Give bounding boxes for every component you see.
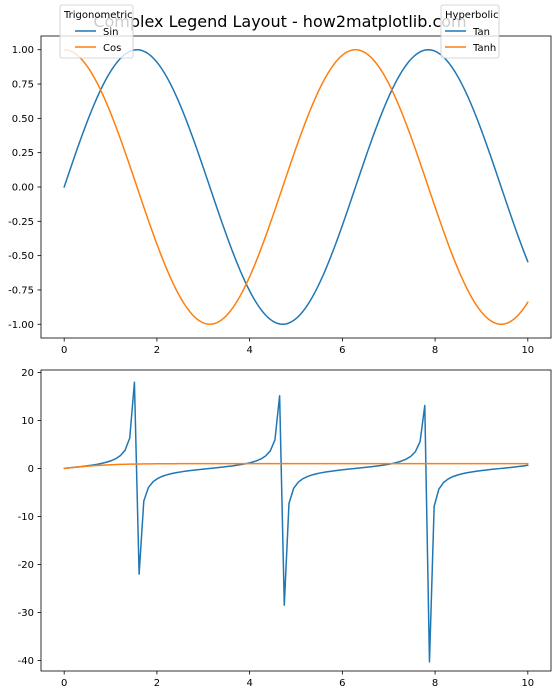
y-tick-label: -10 — [18, 512, 34, 523]
series-line-sin — [63, 48, 529, 326]
x-tick-label: 10 — [521, 678, 534, 689]
y-tick-label: 0.00 — [12, 183, 34, 194]
y-tick-label: 0.25 — [12, 148, 34, 159]
bottom-plot-area — [63, 381, 529, 663]
y-tick-label: 1.00 — [12, 45, 34, 56]
top-x-axis: 0 2 4 6 8 10 — [61, 338, 534, 356]
legend-hyperbolic: Hyperbolic Tan Tanh — [440, 4, 500, 59]
y-tick-label: -40 — [18, 656, 34, 667]
y-tick-label: -0.75 — [8, 285, 34, 296]
y-tick-label: -30 — [18, 608, 34, 619]
series-line-cos — [63, 48, 529, 326]
y-tick-label: 20 — [21, 368, 34, 379]
legend-hyperbolic-title: Hyperbolic — [445, 10, 499, 21]
bottom-y-axis: 20 10 0 -10 -20 -30 -40 — [18, 368, 41, 667]
bottom-x-axis: 0 2 4 6 8 10 — [61, 671, 534, 689]
x-tick-label: 4 — [246, 678, 252, 689]
chart-title: Complex Legend Layout - how2matplotlib.c… — [93, 12, 466, 31]
x-tick-label: 2 — [154, 678, 160, 689]
legend-trigonometric-frame — [59, 4, 134, 59]
legend-sin-label: Sin — [103, 27, 118, 38]
x-tick-label: 0 — [61, 678, 67, 689]
y-tick-label: 0 — [28, 464, 34, 475]
y-tick-label: -0.50 — [8, 251, 34, 262]
series-line-tan — [63, 381, 529, 663]
y-tick-label: -20 — [18, 560, 34, 571]
x-tick-label: 10 — [521, 345, 534, 356]
top-axes-frame — [40, 35, 552, 339]
bottom-axes-frame — [40, 369, 552, 672]
x-tick-label: 0 — [61, 345, 67, 356]
y-tick-label: -0.25 — [8, 217, 34, 228]
x-tick-label: 4 — [246, 345, 252, 356]
legend-tanh-label: Tanh — [472, 43, 496, 54]
x-tick-label: 8 — [432, 345, 438, 356]
legend-tan-label: Tan — [472, 27, 490, 38]
top-axes: 0 2 4 6 8 10 1.00 0.75 0.50 0.25 0.00 -0.25 -0.50 -0… — [8, 35, 552, 356]
x-tick-label: 2 — [154, 345, 160, 356]
legend-cos-label: Cos — [103, 43, 121, 54]
legend-hyperbolic-frame — [440, 4, 500, 59]
x-tick-label: 6 — [339, 678, 345, 689]
legend-trigonometric-title: Trigonometric — [63, 10, 133, 21]
y-tick-label: 0.50 — [12, 114, 34, 125]
top-plot-area — [63, 48, 529, 326]
y-tick-label: -1.00 — [8, 320, 34, 331]
x-tick-label: 8 — [432, 678, 438, 689]
bottom-axes: 0 2 4 6 8 10 20 10 0 -10 -20 -30 -40 — [18, 368, 552, 689]
legend-trigonometric: Trigonometric Sin Cos — [59, 4, 134, 59]
y-tick-label: 0.75 — [12, 80, 34, 91]
x-tick-label: 6 — [339, 345, 345, 356]
y-tick-label: 10 — [21, 416, 34, 427]
top-y-axis: 1.00 0.75 0.50 0.25 0.00 -0.25 -0.50 -0.75 -1.00 — [8, 45, 41, 331]
series-line-tanh — [63, 462, 529, 470]
